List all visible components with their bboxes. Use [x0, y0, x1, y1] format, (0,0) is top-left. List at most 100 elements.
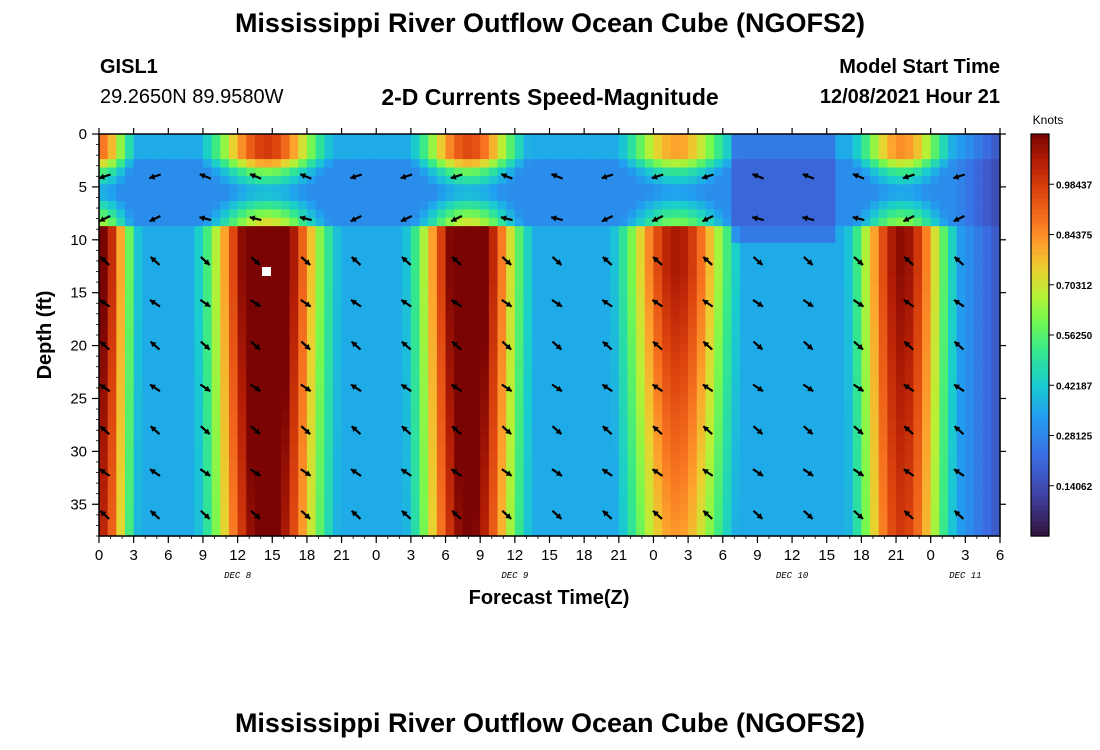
heatmap-cell: [436, 477, 447, 487]
heatmap-cell: [896, 368, 906, 378]
heatmap-cell: [575, 519, 585, 529]
heatmap-cell: [540, 184, 551, 194]
heatmap-cell: [419, 435, 429, 445]
heatmap-cell: [904, 368, 914, 378]
heatmap-cell: [410, 242, 421, 252]
heatmap-cell: [341, 209, 351, 219]
heatmap-cell: [324, 268, 334, 277]
heatmap-cell: [974, 427, 984, 437]
heatmap-cell: [662, 217, 672, 227]
heatmap-cell: [549, 226, 559, 236]
heatmap-cell: [480, 242, 490, 252]
heatmap-cell: [497, 251, 507, 261]
heatmap-cell: [610, 460, 620, 470]
heatmap-cell: [584, 402, 594, 411]
heatmap-cell: [142, 418, 152, 428]
heatmap-cell: [419, 268, 429, 277]
heatmap-cell: [176, 443, 187, 453]
heatmap-cell: [688, 385, 698, 395]
heatmap-cell: [332, 167, 343, 177]
heatmap-cell: [289, 527, 299, 537]
heatmap-cell: [731, 452, 741, 462]
heatmap-cell: [584, 469, 594, 478]
heatmap-cell: [636, 134, 646, 143]
heatmap-cell: [228, 519, 239, 529]
heatmap-cell: [826, 201, 836, 210]
heatmap-cell: [358, 335, 369, 344]
heatmap-cell: [644, 418, 655, 428]
heatmap-cell: [896, 268, 906, 277]
heatmap-cell: [384, 268, 395, 277]
heatmap-cell: [826, 502, 836, 512]
heatmap-cell: [324, 335, 334, 344]
heatmap-cell: [220, 167, 230, 177]
heatmap-cell: [445, 134, 455, 143]
heatmap-cell: [575, 318, 585, 328]
heatmap-cell: [592, 326, 603, 336]
heatmap-cell: [974, 393, 984, 403]
heatmap-cell: [696, 360, 707, 370]
heatmap-cell: [558, 326, 568, 336]
heatmap-cell: [280, 217, 291, 227]
heatmap-cell: [965, 318, 975, 328]
heatmap-cell: [627, 351, 637, 361]
heatmap-cell: [974, 368, 984, 378]
heatmap-cell: [488, 385, 499, 395]
heatmap-cell: [506, 494, 516, 504]
heatmap-cell: [393, 234, 403, 244]
heatmap-cell: [757, 142, 767, 152]
heatmap-cell: [731, 209, 741, 219]
heatmap-cell: [792, 293, 802, 303]
heatmap-cell: [350, 410, 360, 420]
heatmap-cell: [228, 452, 239, 462]
heatmap-cell: [774, 134, 785, 143]
heatmap-cell: [809, 301, 819, 311]
heatmap-cell: [228, 167, 239, 177]
heatmap-cell: [610, 343, 620, 353]
heatmap-cell: [800, 510, 810, 520]
heatmap-cell: [133, 309, 143, 319]
heatmap-cell: [142, 234, 152, 244]
heatmap-cell: [306, 469, 317, 478]
heatmap-cell: [705, 460, 715, 470]
heatmap-cell: [254, 443, 265, 453]
heatmap-cell: [705, 276, 715, 286]
heatmap-cell: [428, 502, 438, 512]
heatmap-cell: [523, 477, 533, 487]
heatmap-cell: [107, 276, 117, 286]
heatmap-cell: [454, 251, 464, 261]
heatmap-cell: [480, 402, 490, 411]
heatmap-cell: [150, 318, 161, 328]
heatmap-cell: [358, 209, 369, 219]
heatmap-cell: [809, 410, 819, 420]
heatmap-cell: [974, 301, 984, 311]
heatmap-cell: [896, 360, 906, 370]
heatmap-cell: [861, 159, 871, 169]
heatmap-cell: [783, 469, 793, 478]
heatmap-cell: [254, 485, 265, 495]
heatmap-cell: [618, 268, 629, 277]
heatmap-cell: [766, 226, 776, 236]
heatmap-cell: [575, 469, 585, 478]
heatmap-cell: [627, 335, 637, 344]
heatmap-cell: [670, 192, 681, 202]
heatmap-cell: [272, 351, 282, 361]
heatmap-cell: [254, 234, 265, 244]
heatmap-cell: [913, 385, 923, 395]
heatmap-cell: [376, 418, 386, 428]
heatmap-cell: [263, 402, 273, 411]
heatmap-cell: [792, 527, 802, 537]
heatmap-cell: [211, 469, 221, 478]
heatmap-cell: [878, 402, 888, 411]
heatmap-cell: [402, 167, 412, 177]
heatmap-cell: [116, 368, 126, 378]
heatmap-cell: [904, 234, 914, 244]
heatmap-cell: [696, 427, 707, 437]
heatmap-cell: [809, 184, 819, 194]
heatmap-cell: [887, 502, 897, 512]
heatmap-cell: [263, 242, 273, 252]
heatmap-cell: [471, 519, 481, 529]
heatmap-cell: [896, 385, 906, 395]
heatmap-cell: [159, 502, 169, 512]
heatmap-cell: [393, 134, 403, 143]
